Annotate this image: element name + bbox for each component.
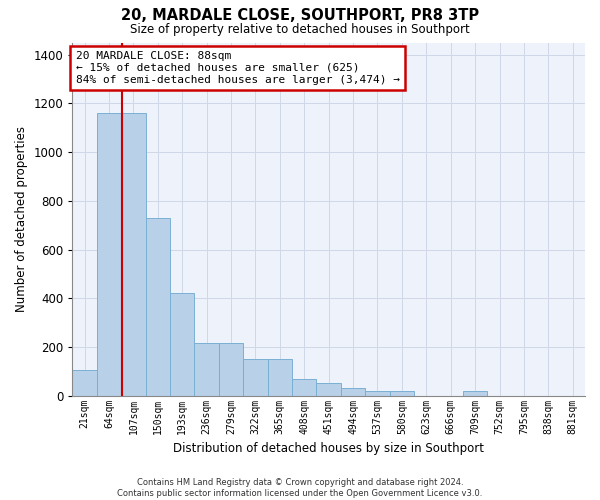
X-axis label: Distribution of detached houses by size in Southport: Distribution of detached houses by size …: [173, 442, 484, 455]
Bar: [341, 388, 365, 396]
Text: Contains HM Land Registry data © Crown copyright and database right 2024.
Contai: Contains HM Land Registry data © Crown c…: [118, 478, 482, 498]
Bar: [365, 391, 389, 396]
Y-axis label: Number of detached properties: Number of detached properties: [15, 126, 28, 312]
Bar: [389, 391, 414, 396]
Bar: [268, 359, 292, 396]
Bar: [146, 218, 170, 396]
Bar: [97, 113, 121, 396]
Bar: [219, 344, 243, 396]
Bar: [316, 384, 341, 396]
Bar: [170, 294, 194, 396]
Text: Size of property relative to detached houses in Southport: Size of property relative to detached ho…: [130, 22, 470, 36]
Bar: [121, 113, 146, 396]
Bar: [194, 344, 219, 396]
Bar: [243, 359, 268, 396]
Bar: [463, 391, 487, 396]
Text: 20, MARDALE CLOSE, SOUTHPORT, PR8 3TP: 20, MARDALE CLOSE, SOUTHPORT, PR8 3TP: [121, 8, 479, 22]
Bar: [73, 370, 97, 396]
Text: 20 MARDALE CLOSE: 88sqm
← 15% of detached houses are smaller (625)
84% of semi-d: 20 MARDALE CLOSE: 88sqm ← 15% of detache…: [76, 52, 400, 84]
Bar: [292, 378, 316, 396]
